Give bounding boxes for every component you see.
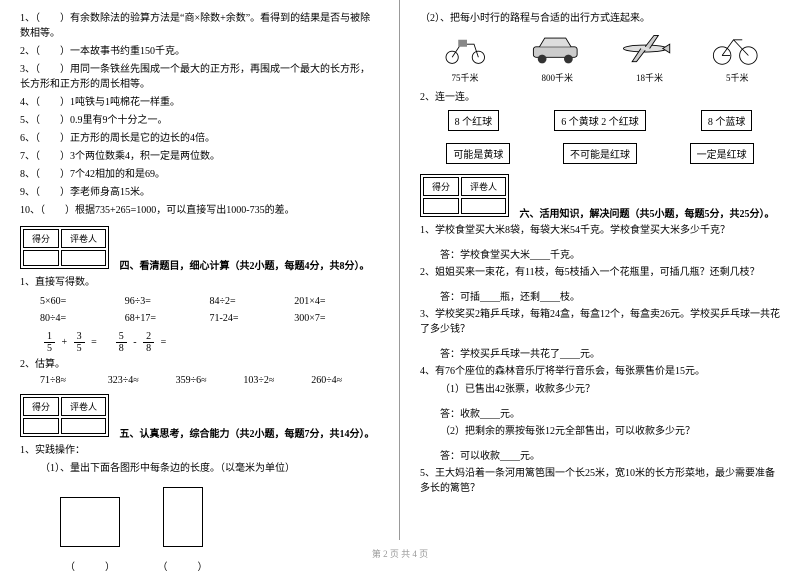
- answer-line: 答：可插____瓶，还剩____枝。: [440, 288, 780, 303]
- ball-row-2: 可能是黄球 不可能是红球 一定是红球: [420, 143, 780, 164]
- balls-title: 2、连一连。: [420, 90, 780, 105]
- bicycle-icon: [705, 31, 765, 66]
- est-item: 103÷2≈: [243, 375, 311, 386]
- judgment-item: 6、（ ）正方形的周长是它的边长的4倍。: [20, 131, 379, 146]
- ball-box: 6 个黄球 2 个红球: [554, 110, 646, 131]
- judgment-item: 8、（ ）7个42相加的和是69。: [20, 167, 379, 182]
- rectangle-shape: [60, 497, 120, 547]
- distance: 18千米: [636, 71, 663, 84]
- distance: 800千米: [541, 71, 573, 84]
- ball-box: 8 个蓝球: [701, 110, 753, 131]
- est-item: 71÷8≈: [40, 375, 108, 386]
- shape-labels: （ ） （ ）: [40, 558, 379, 573]
- sub-title: 2、估算。: [20, 357, 379, 372]
- right-column: （2）、把每小时行的路程与合适的出行方式连起来。 75千米 800千米 18千米…: [400, 0, 800, 540]
- question: 4、有76个座位的森林音乐厅将举行音乐会，每张票售价是15元。: [420, 364, 780, 379]
- calc-item: 96÷3=: [125, 296, 210, 307]
- score-label: 得分: [423, 177, 459, 196]
- fraction: 35: [74, 331, 85, 354]
- judgment-item: 5、（ ）0.9里有9个十分之一。: [20, 113, 379, 128]
- score-table: 得分 评卷人: [20, 226, 109, 269]
- score-label: 得分: [23, 397, 59, 416]
- connect-title: （2）、把每小时行的路程与合适的出行方式连起来。: [420, 11, 780, 26]
- judgment-item: 7、（ ）3个两位数乘4，积一定是两位数。: [20, 149, 379, 164]
- ball-box: 可能是黄球: [446, 143, 510, 164]
- sub-question: （2）把剩余的票按每张12元全部售出，可以收款多少元？: [440, 424, 780, 439]
- answer-line: 答：可以收款____元。: [440, 447, 780, 462]
- sub-title: 1、实践操作：: [20, 443, 379, 458]
- question: 5、王大妈沿着一条河用篱笆围一个长25米，宽10米的长方形菜地，最少需要准备多长…: [420, 466, 780, 496]
- est-item: 359÷6≈: [176, 375, 244, 386]
- distance: 5千米: [726, 71, 749, 84]
- rectangle-shape: [163, 487, 203, 547]
- calc-item: 80÷4=: [40, 313, 125, 324]
- calc-item: 300×7=: [294, 313, 379, 324]
- motorcycle-icon: [435, 31, 495, 66]
- est-item: 323÷4≈: [108, 375, 176, 386]
- judgment-list: 1、（ ）有余数除法的验算方法是“商×除数+余数”。看得到的结果是否与被除数相等…: [20, 11, 379, 218]
- calc-item: 201×4=: [294, 296, 379, 307]
- section-4-header: 得分 评卷人 四、看清题目，细心计算（共2小题，每题4分，共8分）。: [20, 226, 379, 272]
- calc-item: 5×60=: [40, 296, 125, 307]
- score-label: 得分: [23, 229, 59, 248]
- distance-row: 75千米 800千米 18千米 5千米: [420, 71, 780, 84]
- ball-box: 不可能是红球: [563, 143, 637, 164]
- answer-line: 答：学校买乒乓球一共花了____元。: [440, 345, 780, 360]
- judgment-item: 9、（ ）李老师身高15米。: [20, 185, 379, 200]
- judgment-item: 4、（ ）1吨铁与1吨棉花一样重。: [20, 95, 379, 110]
- ball-row-1: 8 个红球 6 个黄球 2 个红球 8 个蓝球: [420, 110, 780, 131]
- reviewer-label: 评卷人: [461, 177, 506, 196]
- sub-title: 1、直接写得数。: [20, 275, 379, 290]
- calc-item: 71-24=: [210, 313, 295, 324]
- question: 2、姐姐买来一束花，有11枝，每5枝插入一个花瓶里，可插几瓶？还剩几枝？: [420, 265, 780, 280]
- section-5-header: 得分 评卷人 五、认真思考，综合能力（共2小题，每题7分，共14分）。: [20, 394, 379, 440]
- section-4-title: 四、看清题目，细心计算（共2小题，每题4分，共8分）。: [120, 257, 370, 272]
- fraction-row: 15 + 35 = 58 - 28 =: [40, 331, 379, 354]
- ball-box: 一定是红球: [690, 143, 754, 164]
- reviewer-label: 评卷人: [61, 229, 106, 248]
- distance: 75千米: [451, 71, 478, 84]
- section-6-title: 六、活用知识，解决问题（共5小题，每题5分，共25分）。: [520, 205, 775, 220]
- est-item: 260÷4≈: [311, 375, 379, 386]
- airplane-icon: [615, 31, 675, 66]
- answer-line: 答：收款____元。: [440, 405, 780, 420]
- page-footer: 第 2 页 共 4 页: [0, 547, 800, 560]
- fraction: 28: [143, 331, 154, 354]
- fraction: 15: [44, 331, 55, 354]
- estimate-grid: 71÷8≈ 323÷4≈ 359÷6≈ 103÷2≈ 260÷4≈: [40, 375, 379, 386]
- score-table: 得分 评卷人: [420, 174, 509, 217]
- judgment-item: 3、（ ）用同一条铁丝先围成一个最大的正方形，再围成一个最大的长方形，长方形和正…: [20, 62, 379, 92]
- question: 1、学校食堂买大米8袋，每袋大米54千克。学校食堂买大米多少千克？: [420, 223, 780, 238]
- car-icon: [525, 31, 585, 66]
- vehicles-row: [420, 31, 780, 66]
- score-table: 得分 评卷人: [20, 394, 109, 437]
- left-column: 1、（ ）有余数除法的验算方法是“商×除数+余数”。看得到的结果是否与被除数相等…: [0, 0, 400, 540]
- fraction: 58: [116, 331, 127, 354]
- section-6-header: 得分 评卷人 六、活用知识，解决问题（共5小题，每题5分，共25分）。: [420, 174, 780, 220]
- answer-line: 答：学校食堂买大米____千克。: [440, 246, 780, 261]
- judgment-item: 2、（ ）一本故事书约重150千克。: [20, 44, 379, 59]
- calc-item: 68+17=: [125, 313, 210, 324]
- judgment-item: 1、（ ）有余数除法的验算方法是“商×除数+余数”。看得到的结果是否与被除数相等…: [20, 11, 379, 41]
- reviewer-label: 评卷人: [61, 397, 106, 416]
- question: 3、学校奖买2箱乒乓球，每箱24盒，每盒12个，每盒卖26元。学校买乒乓球一共花…: [420, 307, 780, 337]
- calc-item: 84÷2=: [210, 296, 295, 307]
- sub-question: （1）已售出42张票，收款多少元？: [440, 382, 780, 397]
- sub-sub-title: （1）、量出下面各图形中每条边的长度。（以毫米为单位）: [40, 461, 379, 476]
- judgment-item: 10、（ ）根据735+265=1000，可以直接写出1000-735的差。: [20, 203, 379, 218]
- ball-box: 8 个红球: [448, 110, 500, 131]
- calc-grid: 5×60= 96÷3= 84÷2= 201×4= 80÷4= 68+17= 71…: [40, 293, 379, 327]
- section-5-title: 五、认真思考，综合能力（共2小题，每题7分，共14分）。: [120, 425, 375, 440]
